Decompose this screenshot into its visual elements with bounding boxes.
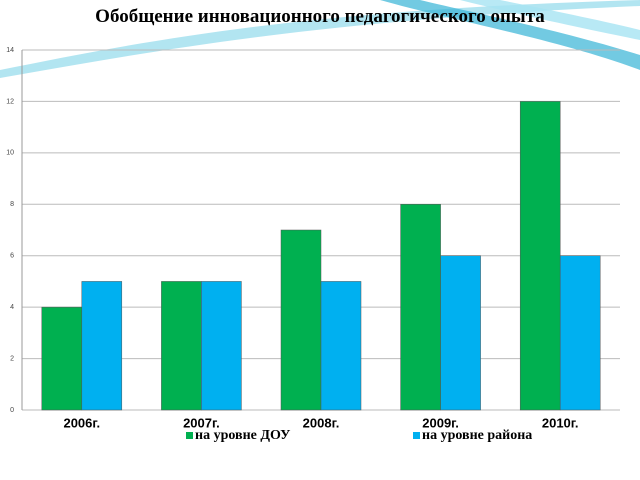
wave — [380, 0, 640, 70]
y-tick-label: 4 — [10, 304, 14, 311]
bar — [400, 204, 441, 411]
decoration — [0, 0, 640, 78]
legend-label: на уровне района — [422, 428, 532, 443]
bar — [320, 281, 362, 411]
y-tick-label: 8 — [10, 201, 14, 208]
y-tick-label: 10 — [6, 150, 14, 157]
bar — [559, 255, 601, 411]
y-tick-label: 0 — [10, 407, 14, 414]
legend-label: на уровне ДОУ — [195, 428, 290, 443]
bar — [201, 281, 242, 411]
chart-title: Обобщение инновационного педагогического… — [95, 6, 545, 27]
bar — [41, 306, 83, 411]
y-tick-label: 6 — [10, 253, 14, 260]
wave — [0, 0, 640, 78]
bar — [81, 281, 123, 411]
legend-swatch — [413, 432, 420, 439]
y-tick-label: 14 — [6, 47, 14, 54]
bar — [440, 255, 481, 411]
wave — [460, 0, 640, 40]
y-tick-label: 12 — [6, 98, 14, 105]
x-tick-label: 2008г. — [303, 415, 340, 430]
x-tick-label: 2010г. — [542, 415, 579, 430]
y-tick-label: 2 — [10, 355, 14, 362]
legend-swatch — [186, 432, 193, 439]
bar — [519, 101, 561, 411]
x-tick-label: 2009г. — [422, 415, 459, 430]
bar — [161, 281, 202, 411]
x-tick-label: 2006г. — [63, 415, 100, 430]
x-tick-label: 2007г. — [183, 415, 220, 430]
bar — [280, 229, 322, 411]
